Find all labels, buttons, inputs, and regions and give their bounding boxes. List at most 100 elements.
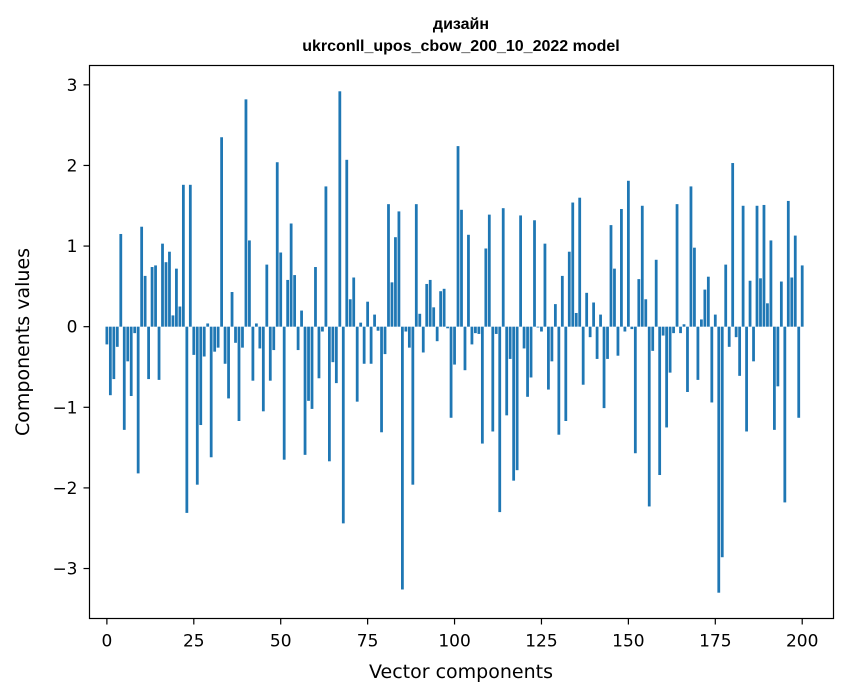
- bar: [421, 326, 425, 353]
- bar: [328, 326, 331, 462]
- bar: [522, 326, 526, 349]
- bar: [268, 326, 272, 381]
- bar: [272, 326, 276, 351]
- bar: [543, 243, 547, 327]
- bar: [293, 275, 297, 327]
- bar: [773, 326, 776, 430]
- bar: [456, 146, 460, 327]
- bar: [682, 324, 686, 327]
- bar: [470, 326, 474, 345]
- bar: [613, 268, 616, 327]
- bar: [480, 326, 484, 444]
- bar: [564, 326, 568, 421]
- bar: [540, 326, 543, 332]
- bar: [150, 267, 154, 327]
- bar: [338, 91, 342, 327]
- bar: [394, 237, 397, 327]
- bar: [529, 326, 533, 378]
- bar: [734, 326, 738, 338]
- bar: [446, 326, 449, 329]
- bar: [592, 302, 595, 327]
- bar: [547, 326, 550, 390]
- bar: [355, 326, 359, 402]
- bar: [390, 282, 394, 327]
- bar: [401, 326, 404, 590]
- bar: [689, 186, 693, 327]
- y-tick-label: 0: [67, 318, 78, 338]
- bar: [741, 205, 745, 327]
- bar: [112, 326, 116, 380]
- bar: [404, 326, 408, 332]
- bar: [519, 215, 522, 327]
- bar: [533, 220, 536, 327]
- bar: [383, 326, 387, 355]
- bar: [213, 326, 217, 352]
- bar: [738, 326, 742, 376]
- bar: [345, 159, 349, 327]
- bar: [185, 326, 189, 513]
- bar: [119, 233, 123, 327]
- bar: [494, 326, 498, 334]
- x-tick-label: 150: [612, 632, 644, 652]
- bar: [453, 326, 456, 365]
- bar: [432, 307, 436, 327]
- bar: [800, 265, 804, 327]
- bar: [550, 326, 554, 362]
- bar: [435, 326, 439, 342]
- bar: [275, 162, 279, 327]
- bar: [512, 326, 516, 481]
- x-tick-label: 0: [101, 632, 112, 652]
- y-axis-label: Components values: [12, 248, 34, 436]
- bar: [651, 326, 655, 351]
- bar: [620, 208, 623, 327]
- bar: [700, 319, 703, 327]
- bar: [755, 205, 759, 327]
- bar: [230, 292, 234, 327]
- x-tick-label: 75: [357, 632, 379, 652]
- bar: [143, 275, 147, 327]
- bar: [310, 326, 314, 409]
- y-tick-label: −1: [52, 398, 77, 418]
- bar: [786, 200, 790, 327]
- bar: [181, 184, 185, 327]
- bar: [498, 326, 502, 513]
- y-tick-label: 3: [67, 76, 78, 96]
- bar: [352, 277, 356, 327]
- bar: [487, 214, 491, 327]
- bar: [171, 315, 175, 327]
- bar: [560, 275, 564, 327]
- y-tick-label: −3: [52, 560, 77, 580]
- bar: [122, 326, 126, 430]
- bar: [321, 326, 324, 332]
- bar: [140, 226, 144, 327]
- y-tick-label: 2: [67, 156, 78, 176]
- bar: [686, 326, 689, 392]
- bar: [588, 326, 592, 338]
- bar: [599, 314, 602, 327]
- bar: [637, 279, 641, 327]
- bar: [630, 326, 634, 330]
- bar: [178, 306, 182, 327]
- bar: [248, 240, 251, 327]
- bar: [467, 234, 470, 327]
- bar: [407, 326, 411, 348]
- bar: [192, 326, 196, 355]
- bar: [696, 326, 700, 380]
- bar: [713, 314, 717, 327]
- bar: [693, 247, 696, 327]
- bar: [105, 326, 109, 345]
- bar: [324, 186, 328, 327]
- bar: [703, 289, 707, 327]
- y-tick-label: 1: [67, 237, 78, 257]
- bar: [261, 326, 265, 412]
- bar: [314, 267, 317, 327]
- bar: [387, 204, 390, 327]
- bar: [602, 326, 606, 409]
- bar: [724, 264, 728, 327]
- bar: [484, 248, 488, 327]
- bar: [202, 326, 206, 357]
- bar: [759, 278, 762, 327]
- bar: [418, 313, 422, 327]
- bar: [369, 326, 373, 364]
